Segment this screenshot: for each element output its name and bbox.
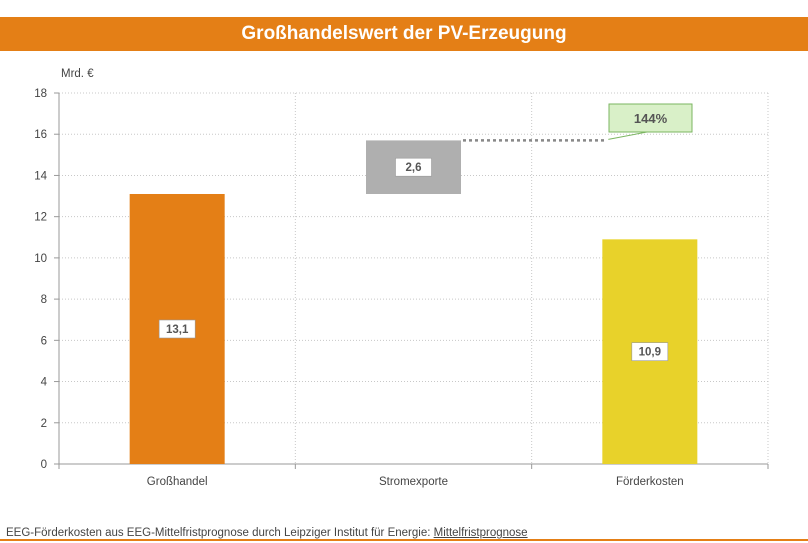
annotation-label: 144% — [634, 111, 668, 126]
y-axis-label: Mrd. € — [61, 68, 94, 80]
footer-source: EEG-Förderkosten aus EEG-Mittelfristprog… — [6, 527, 528, 539]
data-label-box — [395, 157, 432, 177]
y-tick-label: 8 — [41, 294, 47, 306]
x-tick-label: Großhandel — [147, 476, 208, 488]
y-tick-label: 6 — [41, 335, 47, 347]
y-tick-label: 16 — [34, 129, 47, 141]
footer-divider — [0, 539, 808, 541]
waterfall-chart: 0 2 4 6 8 10 12 14 16 18 Mrd. € 13,1 Großhandel 2,6 St… — [34, 68, 769, 488]
data-label: 2,6 — [406, 162, 422, 174]
y-tick-label: 2 — [41, 418, 47, 430]
x-tick-label: Förderkosten — [616, 476, 684, 488]
x-tick-label: Stromexporte — [379, 476, 448, 488]
data-label: 10,9 — [639, 347, 661, 359]
data-label-box — [158, 319, 196, 339]
annotation-box — [608, 103, 693, 133]
y-tick-label: 10 — [34, 253, 47, 265]
y-tick-label: 14 — [34, 170, 47, 182]
data-label: 13,1 — [166, 324, 189, 336]
y-tick-label: 18 — [34, 88, 47, 100]
footer-link[interactable]: Mittelfristprognose — [433, 527, 528, 539]
y-tick-label: 0 — [41, 459, 47, 471]
footer-text: EEG-Förderkosten aus EEG-Mittelfristprog… — [6, 527, 434, 539]
annotation-pointer — [608, 131, 648, 140]
y-tick-label: 4 — [41, 377, 48, 389]
chart-title: Großhandelswert der PV-Erzeugung — [0, 17, 808, 51]
data-label-box — [631, 342, 669, 361]
y-tick-label: 12 — [34, 212, 47, 224]
